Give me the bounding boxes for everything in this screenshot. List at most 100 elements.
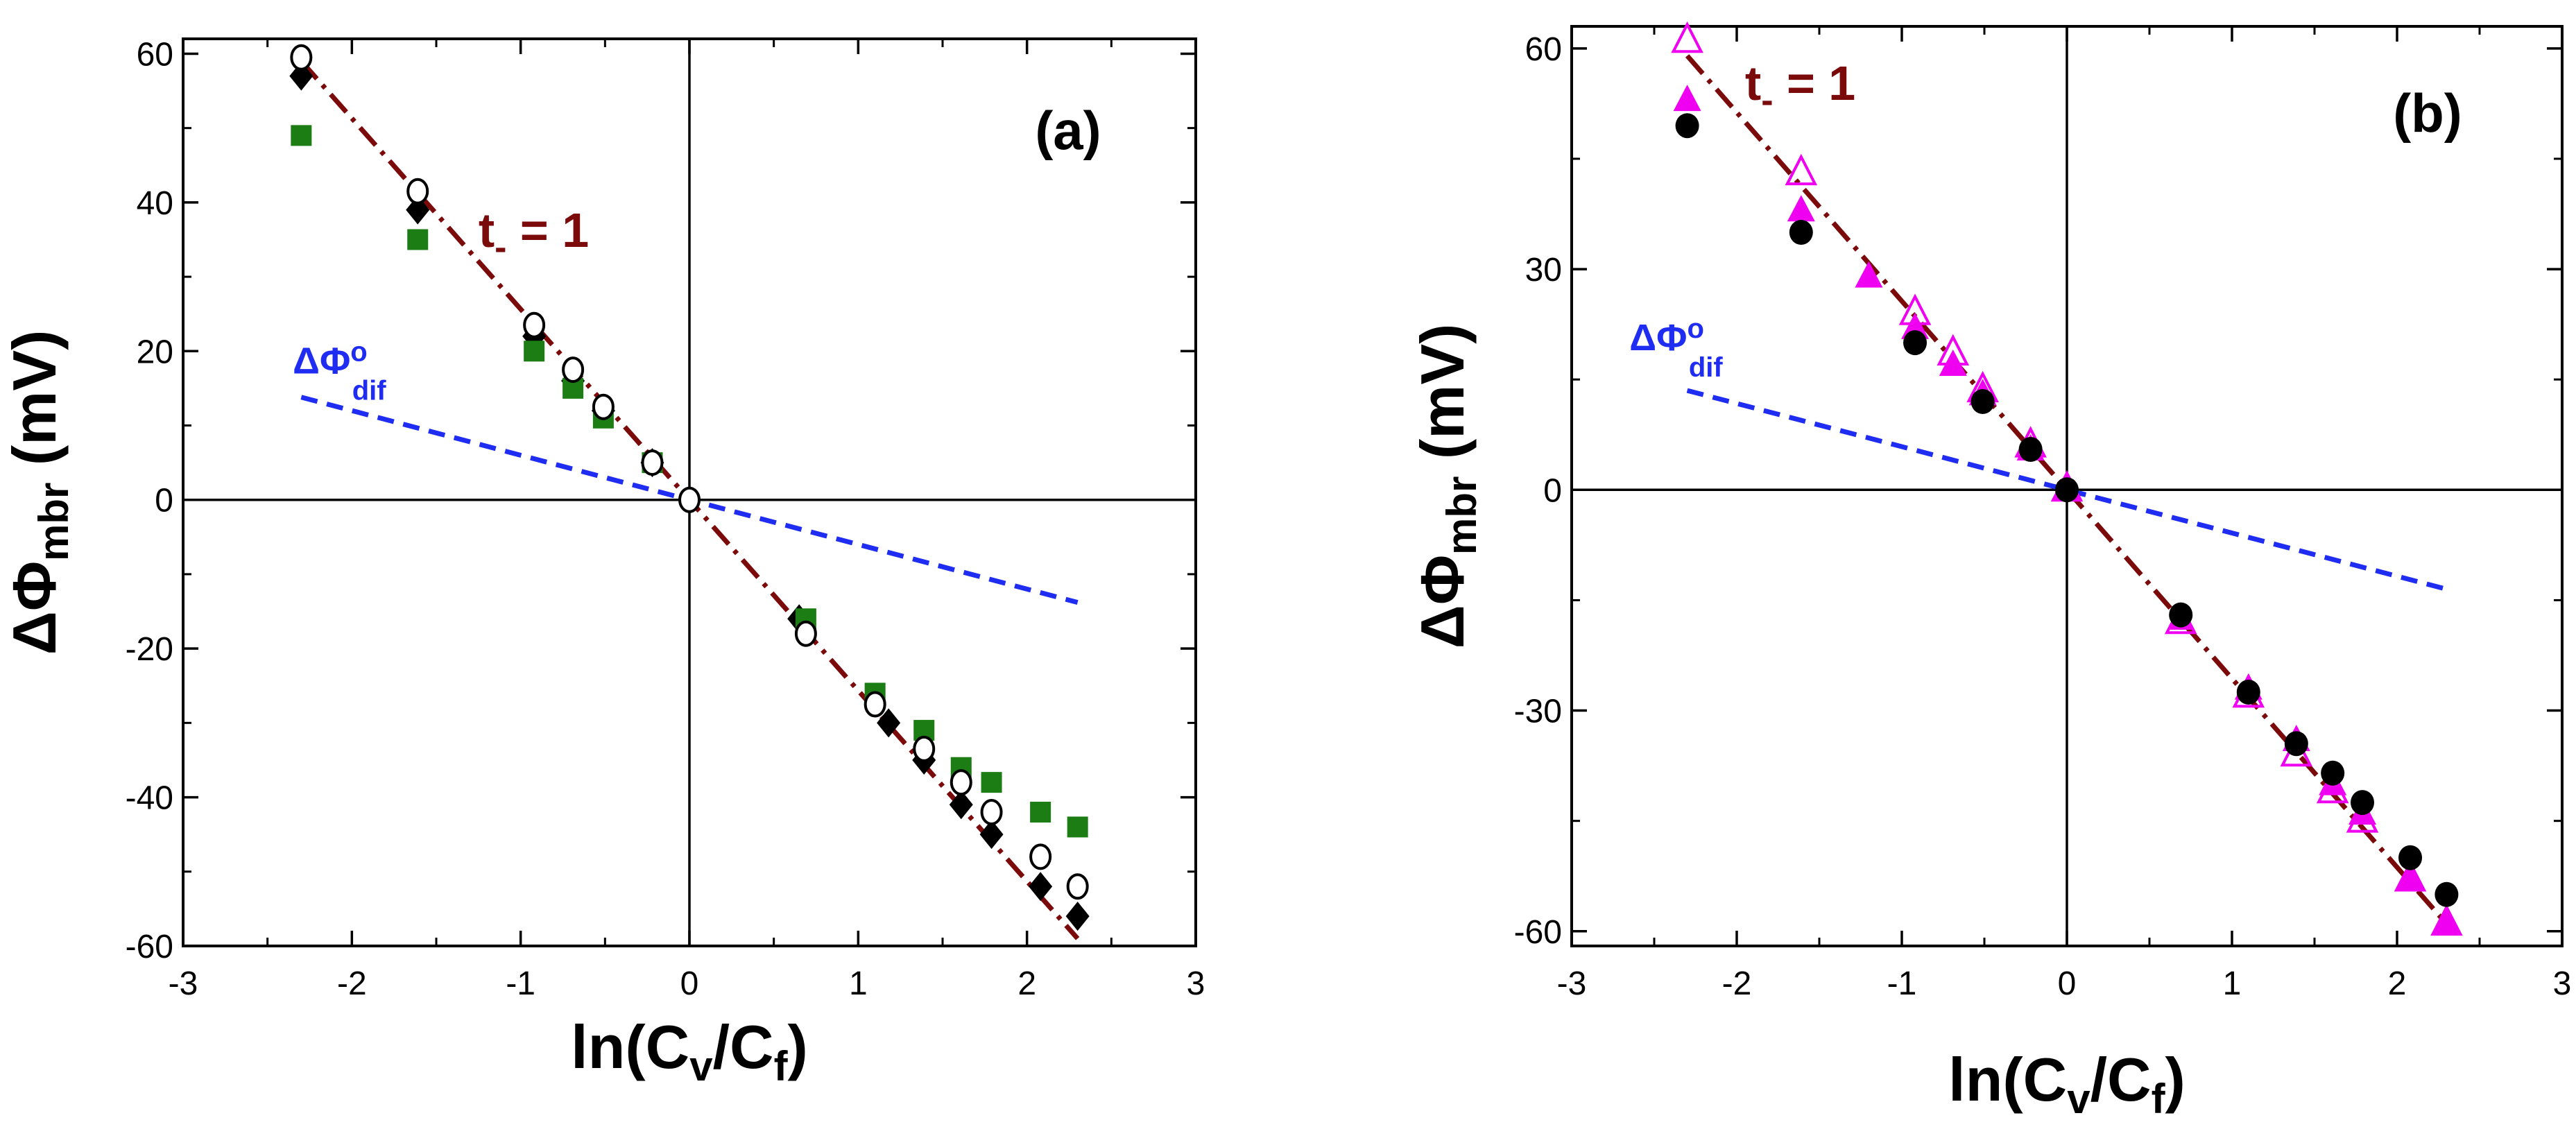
x-tick-label: 2 (1017, 965, 1036, 1002)
y-title-part: (mV) (1408, 324, 1477, 476)
filled-triangle-marker (2432, 909, 2461, 936)
diamond-marker (289, 61, 314, 91)
filled-circle-marker (2055, 477, 2079, 503)
panel-label: (b) (2393, 83, 2462, 144)
filled-triangle-marker (1787, 195, 1815, 222)
x-axis-title: ln(Cv/Cf) (571, 1013, 808, 1090)
x-title-sub: f (774, 1043, 789, 1090)
y-title-sub: mbr (1439, 476, 1485, 555)
open-triangle-marker (1785, 153, 1818, 186)
annotation-sub: - (495, 227, 506, 268)
open-circle-marker (592, 393, 615, 420)
y-tick-label: -30 (1514, 694, 1562, 730)
square-marker (1067, 816, 1088, 838)
x-tick-label: -3 (1557, 965, 1587, 1002)
y-tick-label: 60 (137, 36, 173, 73)
y-tick-label: 40 (137, 185, 173, 222)
y-title-part: (mV) (0, 330, 69, 483)
square-marker (291, 125, 312, 146)
y-title-sub: mbr (31, 483, 77, 561)
open-circle-marker (678, 486, 701, 513)
x-title-part: /C (2090, 1045, 2152, 1114)
filled-circle-marker (2018, 436, 2043, 462)
x-tick-label: -1 (1887, 965, 1917, 1002)
filled-circle-marker (1903, 330, 1927, 356)
filled-triangle-marker (1673, 85, 1701, 112)
square-marker (981, 772, 1002, 793)
diamond-marker (979, 820, 1004, 850)
x-title-part: /C (713, 1013, 774, 1081)
x-tick-label: 2 (2388, 965, 2407, 1002)
annotation-delta-phi-dif: ΔΦo dif (293, 336, 386, 406)
filled-circle-marker (1675, 113, 1699, 139)
filled-circle-marker (2351, 790, 2375, 816)
annotation-sup: o (1687, 313, 1703, 344)
y-tick-label: 30 (1525, 252, 1562, 289)
x-axis-title: ln(Cv/Cf) (1948, 1045, 2186, 1122)
x-title-part: ) (2165, 1045, 2186, 1114)
filled-circle-marker (2236, 680, 2260, 705)
open-circle-marker (641, 449, 664, 476)
x-title-part: ) (788, 1013, 808, 1081)
filled-circle-marker (2284, 731, 2308, 757)
filled-circle-marker (2398, 845, 2423, 870)
y-title-part: ΔΦ (0, 561, 69, 655)
filled-circle-marker (1789, 220, 1813, 246)
annotation-part: ΔΦ (1629, 317, 1687, 359)
annotation-part: ΔΦ (293, 340, 350, 381)
y-tick-label: 20 (137, 334, 173, 370)
annotation-part: t (479, 203, 495, 257)
y-title-part: ΔΦ (1408, 555, 1477, 648)
filled-triangle-marker (1855, 261, 1883, 288)
open-circle-marker (980, 799, 1003, 826)
annotation-sub: dif (352, 375, 387, 406)
filled-circle-marker (1970, 389, 1995, 415)
annotation-sub: dif (1689, 352, 1724, 383)
diamond-marker (949, 790, 973, 820)
x-tick-label: -2 (337, 965, 367, 1002)
y-tick-label: -60 (1514, 914, 1562, 951)
x-title-sub: v (689, 1043, 713, 1090)
y-tick-label: -20 (126, 631, 173, 668)
filled-circle-marker (2435, 881, 2459, 907)
x-tick-label: 0 (680, 965, 699, 1002)
x-title-sub: f (2152, 1076, 2166, 1122)
filled-triangle-marker (2396, 864, 2425, 891)
open-triangle-marker (1671, 21, 1703, 53)
panel-a: -3 -2 -1 0 1 2 3-60-40-200204060ln(Cv/Cf)ΔΦmbr… (0, 36, 1205, 1090)
square-marker (1030, 802, 1051, 823)
annotation-t-equals-1: t- = 1 (1745, 56, 1855, 121)
diamond-marker (1065, 902, 1090, 931)
annotation-part: = 1 (506, 203, 589, 257)
x-tick-label: 0 (2058, 965, 2077, 1002)
diamond-marker (877, 708, 901, 738)
x-tick-label: 3 (2553, 965, 2572, 1002)
diamond-marker (1029, 872, 1053, 902)
filled-circle-marker (2321, 760, 2345, 786)
diamond-marker (406, 195, 430, 225)
x-tick-label: 3 (1187, 965, 1205, 1002)
x-title-part: ln(C (571, 1013, 689, 1081)
open-circle-marker (562, 356, 585, 384)
open-circle-marker (523, 311, 546, 338)
x-title-sub: v (2067, 1076, 2090, 1122)
y-axis-title: ΔΦmbr (mV) (1408, 324, 1485, 649)
open-circle-marker (794, 620, 817, 647)
y-tick-label: 0 (155, 483, 173, 519)
open-circle-marker (290, 44, 313, 71)
fit-line (1685, 54, 2449, 926)
open-circle-marker (950, 769, 972, 796)
open-circle-marker (864, 691, 886, 718)
open-circle-marker (1066, 873, 1089, 900)
annotation-part: t (1745, 56, 1761, 110)
open-circle-marker (913, 735, 936, 762)
open-circle-marker (1029, 843, 1052, 870)
square-marker (524, 341, 545, 362)
filled-circle-marker (2169, 602, 2193, 628)
square-marker (407, 229, 429, 250)
panel-label: (a) (1035, 100, 1101, 161)
y-axis-title: ΔΦmbr (mV) (0, 330, 77, 655)
x-tick-label: -1 (506, 965, 535, 1002)
